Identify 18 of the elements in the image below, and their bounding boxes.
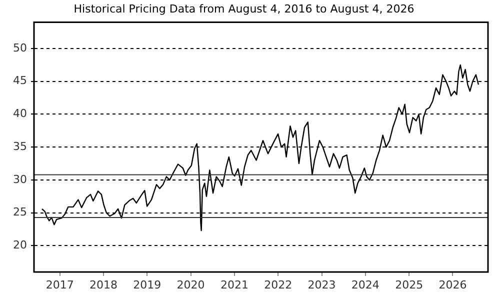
x-tick-label: 2025 (395, 278, 424, 292)
x-tick-label: 2020 (176, 278, 205, 292)
x-tick-label: 2018 (90, 278, 118, 292)
y-tick-label: 45 (13, 74, 27, 88)
x-tick-label: 2022 (264, 278, 292, 292)
x-tick-label: 2024 (351, 278, 380, 292)
y-tick-label: 35 (13, 140, 27, 153)
y-tick-label: 50 (13, 41, 27, 54)
x-tick-label: 2026 (438, 278, 467, 292)
y-tick-label: 40 (13, 107, 27, 120)
y-tick-label: 25 (13, 206, 27, 219)
x-tick-label: 2023 (308, 278, 336, 292)
x-tick-label: 2019 (133, 278, 162, 292)
y-tick-label: 30 (13, 172, 27, 186)
x-tick-label: 2017 (46, 278, 74, 292)
chart-title: Historical Pricing Data from August 4, 2016 to August 4, 2026 (74, 2, 414, 16)
x-tick-label: 2021 (220, 278, 249, 292)
y-tick-label: 20 (13, 238, 27, 252)
